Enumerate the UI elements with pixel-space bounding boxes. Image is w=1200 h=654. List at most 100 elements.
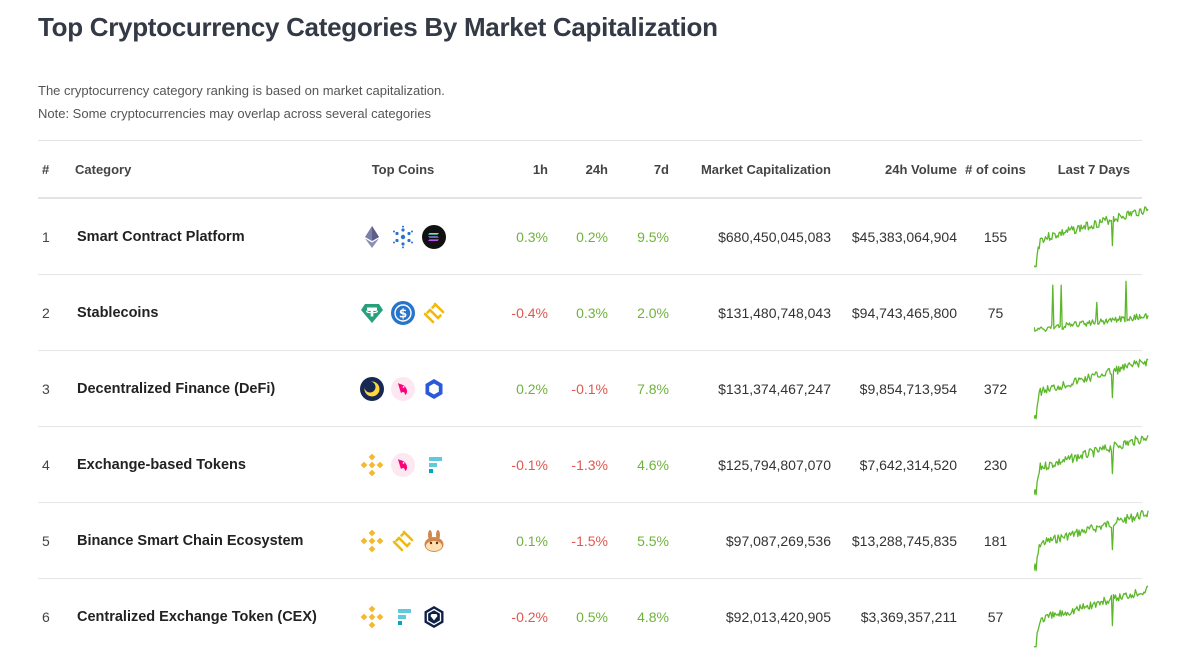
row-change-7d: 2.0%: [616, 275, 677, 351]
row-top-coins: [321, 427, 485, 503]
row-rank: 1: [38, 198, 75, 275]
row-rank: 3: [38, 351, 75, 427]
categories-table: # Category Top Coins 1h 24h 7d Market Ca…: [38, 141, 1142, 654]
row-change-24h: 0.5%: [555, 579, 616, 654]
row-change-7d: 4.6%: [616, 427, 677, 503]
binance-coin-icon[interactable]: [360, 605, 384, 629]
row-24h-volume: $45,383,064,904: [834, 198, 957, 275]
row-category-link[interactable]: Stablecoins: [75, 275, 321, 351]
description-line: Note: Some cryptocurrencies may overlap …: [38, 102, 445, 125]
solana-icon[interactable]: [422, 225, 446, 249]
sparkline-line: [1034, 281, 1148, 331]
row-24h-volume: $94,743,465,800: [834, 275, 957, 351]
row-change-7d: 5.5%: [616, 503, 677, 579]
header-7d[interactable]: 7d: [616, 141, 677, 198]
row-category-link[interactable]: Centralized Exchange Token (CEX): [75, 579, 321, 654]
terra-icon[interactable]: [360, 377, 384, 401]
page-title: Top Cryptocurrency Categories By Market …: [38, 12, 718, 43]
sparkline-line: [1034, 359, 1148, 419]
row-change-24h: -1.5%: [555, 503, 616, 579]
row-change-7d: 7.8%: [616, 351, 677, 427]
header-24h[interactable]: 24h: [555, 141, 616, 198]
row-change-7d: 9.5%: [616, 198, 677, 275]
pancakeswap-icon[interactable]: [422, 529, 446, 553]
row-change-24h: 0.2%: [555, 198, 616, 275]
binance-usd-icon[interactable]: [391, 529, 415, 553]
row-change-7d: 4.8%: [616, 579, 677, 654]
sparkline-chart: [1034, 280, 1150, 346]
header-1h[interactable]: 1h: [485, 141, 555, 198]
row-sparkline-cell: [1034, 198, 1142, 275]
header-last-7-days: Last 7 Days: [1034, 141, 1142, 198]
row-market-cap: $131,480,748,043: [677, 275, 834, 351]
row-24h-volume: $3,369,357,211: [834, 579, 957, 654]
row-num-coins: 155: [957, 198, 1034, 275]
row-num-coins: 372: [957, 351, 1034, 427]
header-rank[interactable]: #: [38, 141, 75, 198]
sparkline-chart: [1034, 508, 1150, 574]
row-change-24h: 0.3%: [555, 275, 616, 351]
row-top-coins: [321, 579, 485, 654]
row-market-cap: $97,087,269,536: [677, 503, 834, 579]
header-num-coins[interactable]: # of coins: [957, 141, 1034, 198]
row-rank: 4: [38, 427, 75, 503]
description-line: The cryptocurrency category ranking is b…: [38, 79, 445, 102]
ethereum-icon[interactable]: [360, 225, 384, 249]
row-num-coins: 57: [957, 579, 1034, 654]
row-market-cap: $131,374,467,247: [677, 351, 834, 427]
row-change-1h: 0.3%: [485, 198, 555, 275]
row-num-coins: 181: [957, 503, 1034, 579]
ftx-token-icon[interactable]: [391, 605, 415, 629]
usd-coin-icon[interactable]: $: [391, 301, 415, 325]
row-market-cap: $125,794,807,070: [677, 427, 834, 503]
row-change-24h: -1.3%: [555, 427, 616, 503]
header-24h-volume[interactable]: 24h Volume: [834, 141, 957, 198]
row-top-coins: $: [321, 275, 485, 351]
row-category-link[interactable]: Binance Smart Chain Ecosystem: [75, 503, 321, 579]
binance-usd-icon[interactable]: [422, 301, 446, 325]
binance-coin-icon[interactable]: [360, 453, 384, 477]
row-rank: 2: [38, 275, 75, 351]
row-24h-volume: $9,854,713,954: [834, 351, 957, 427]
svg-text:$: $: [399, 306, 407, 320]
sparkline-chart: [1034, 204, 1150, 270]
row-category-link[interactable]: Decentralized Finance (DeFi): [75, 351, 321, 427]
crypto-com-icon[interactable]: [422, 605, 446, 629]
uniswap-icon[interactable]: [391, 453, 415, 477]
sparkline-line: [1034, 206, 1148, 266]
row-category-link[interactable]: Exchange-based Tokens: [75, 427, 321, 503]
row-sparkline-cell: [1034, 503, 1142, 579]
chainlink-icon[interactable]: [422, 377, 446, 401]
row-num-coins: 230: [957, 427, 1034, 503]
row-rank: 5: [38, 503, 75, 579]
uniswap-icon[interactable]: [391, 377, 415, 401]
ftx-token-icon[interactable]: [422, 453, 446, 477]
row-num-coins: 75: [957, 275, 1034, 351]
sparkline-chart: [1034, 432, 1150, 498]
row-change-1h: 0.2%: [485, 351, 555, 427]
row-change-1h: -0.2%: [485, 579, 555, 654]
row-sparkline-cell: [1034, 351, 1142, 427]
row-24h-volume: $13,288,745,835: [834, 503, 957, 579]
row-sparkline-cell: [1034, 275, 1142, 351]
cardano-icon[interactable]: [391, 225, 415, 249]
row-rank: 6: [38, 579, 75, 654]
sparkline-chart: [1034, 584, 1150, 650]
row-change-24h: -0.1%: [555, 351, 616, 427]
row-sparkline-cell: [1034, 579, 1142, 654]
tether-icon[interactable]: [360, 301, 384, 325]
row-sparkline-cell: [1034, 427, 1142, 503]
header-category[interactable]: Category: [75, 141, 321, 198]
row-category-link[interactable]: Smart Contract Platform: [75, 198, 321, 275]
header-market-cap[interactable]: Market Capitalization: [677, 141, 834, 198]
header-top-coins: Top Coins: [321, 141, 485, 198]
binance-coin-icon[interactable]: [360, 529, 384, 553]
sparkline-line: [1034, 586, 1148, 647]
